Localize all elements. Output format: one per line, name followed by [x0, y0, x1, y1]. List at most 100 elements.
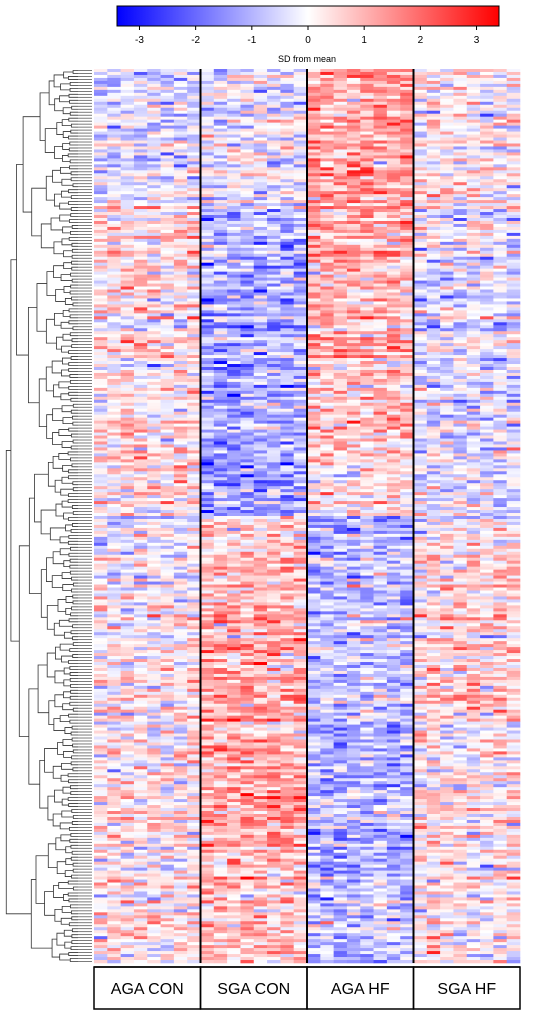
- heatmap-cell: [213, 301, 228, 305]
- heatmap-cell: [107, 432, 121, 436]
- heatmap-cell: [240, 238, 255, 243]
- heatmap-cell: [360, 250, 374, 255]
- heatmap-cell: [373, 167, 388, 171]
- heatmap-cell: [253, 301, 268, 305]
- heatmap-cell: [187, 89, 201, 94]
- heatmap-cell: [360, 298, 374, 302]
- heatmap-cell: [253, 253, 268, 258]
- heatmap-cell: [187, 134, 201, 138]
- heatmap-cell: [173, 349, 188, 353]
- heatmap-cell: [187, 352, 201, 356]
- heatmap-cell: [413, 232, 428, 237]
- dendrogram-branch: [68, 236, 78, 241]
- heatmap-cell: [200, 188, 215, 192]
- heatmap-cell: [120, 155, 135, 159]
- heatmap-cell: [240, 280, 255, 284]
- heatmap-cell: [413, 462, 428, 466]
- heatmap-cell: [493, 152, 507, 156]
- heatmap-cell: [440, 334, 454, 338]
- heatmap-cell: [280, 384, 294, 389]
- heatmap-cell: [94, 134, 108, 138]
- heatmap-cell: [320, 128, 334, 132]
- heatmap-cell: [293, 250, 308, 255]
- heatmap-cell: [426, 212, 441, 216]
- heatmap-cell: [200, 462, 215, 466]
- heatmap-cell: [426, 131, 441, 135]
- heatmap-cell: [307, 304, 321, 308]
- heatmap-cell: [346, 271, 361, 275]
- heatmap-cell: [107, 453, 121, 457]
- heatmap-cell: [94, 101, 108, 106]
- heatmap-cell: [333, 435, 348, 439]
- heatmap-cell: [160, 140, 175, 144]
- heatmap-cell: [480, 378, 494, 383]
- heatmap-cell: [307, 101, 321, 106]
- heatmap-cell: [506, 83, 521, 88]
- heatmap-cell: [280, 188, 294, 192]
- heatmap-cell: [133, 352, 148, 356]
- heatmap-cell: [240, 95, 255, 100]
- heatmap-cell: [400, 146, 414, 150]
- heatmap-cell: [173, 304, 188, 308]
- heatmap-cell: [240, 393, 255, 398]
- heatmap-cell: [227, 322, 241, 326]
- heatmap-cell: [493, 265, 507, 269]
- heatmap-cell: [333, 104, 348, 109]
- heatmap-cell: [346, 292, 361, 296]
- heatmap-cell: [240, 104, 255, 109]
- heatmap-cell: [267, 465, 281, 469]
- heatmap-cell: [280, 322, 294, 326]
- heatmap-cell: [200, 289, 215, 293]
- heatmap-cell: [360, 322, 374, 326]
- heatmap-cell: [120, 241, 135, 246]
- heatmap-cell: [253, 325, 268, 329]
- heatmap-cell: [253, 352, 268, 356]
- dendrogram-branch: [28, 497, 42, 594]
- heatmap-cell: [386, 226, 401, 231]
- heatmap-cell: [227, 289, 241, 293]
- dendrogram-branch: [72, 749, 78, 754]
- heatmap-cell: [426, 92, 441, 97]
- heatmap-cell: [360, 89, 374, 94]
- heatmap-cell: [147, 408, 161, 412]
- heatmap-cell: [173, 152, 188, 156]
- heatmap-cell: [147, 128, 161, 132]
- heatmap-cell: [200, 346, 215, 350]
- heatmap-cell: [360, 212, 374, 216]
- heatmap-cell: [386, 256, 401, 261]
- heatmap-cell: [120, 69, 135, 73]
- heatmap-cell: [120, 292, 135, 296]
- heatmap-cell: [346, 471, 361, 475]
- heatmap-cell: [440, 268, 454, 272]
- heatmap-cell: [120, 364, 135, 368]
- heatmap-cell: [440, 125, 454, 129]
- heatmap-cell: [413, 328, 428, 332]
- heatmap-cell: [400, 343, 414, 347]
- heatmap-cell: [293, 358, 308, 362]
- heatmap-cell: [413, 447, 428, 451]
- heatmap-cell: [227, 453, 241, 457]
- heatmap-cell: [160, 125, 175, 129]
- heatmap-cell: [506, 134, 521, 138]
- heatmap-cell: [307, 301, 321, 305]
- heatmap-cell: [120, 343, 135, 347]
- heatmap-cell: [453, 411, 468, 415]
- heatmap-cell: [253, 414, 268, 418]
- heatmap-cell: [173, 441, 188, 445]
- heatmap-cell: [307, 191, 321, 195]
- dendrogram-branch: [72, 868, 78, 873]
- heatmap-cell: [506, 349, 521, 353]
- heatmap-cell: [373, 158, 388, 162]
- heatmap-cell: [107, 375, 121, 380]
- heatmap-cell: [213, 349, 228, 353]
- heatmap-cell: [360, 459, 374, 463]
- heatmap-cell: [147, 86, 161, 91]
- heatmap-cell: [346, 107, 361, 112]
- heatmap-cell: [373, 426, 388, 430]
- heatmap-cell: [360, 289, 374, 293]
- heatmap-cell: [280, 83, 294, 88]
- heatmap-cell: [493, 185, 507, 189]
- heatmap-cell: [426, 405, 441, 410]
- heatmap-cell: [373, 146, 388, 150]
- heatmap-cell: [386, 435, 401, 439]
